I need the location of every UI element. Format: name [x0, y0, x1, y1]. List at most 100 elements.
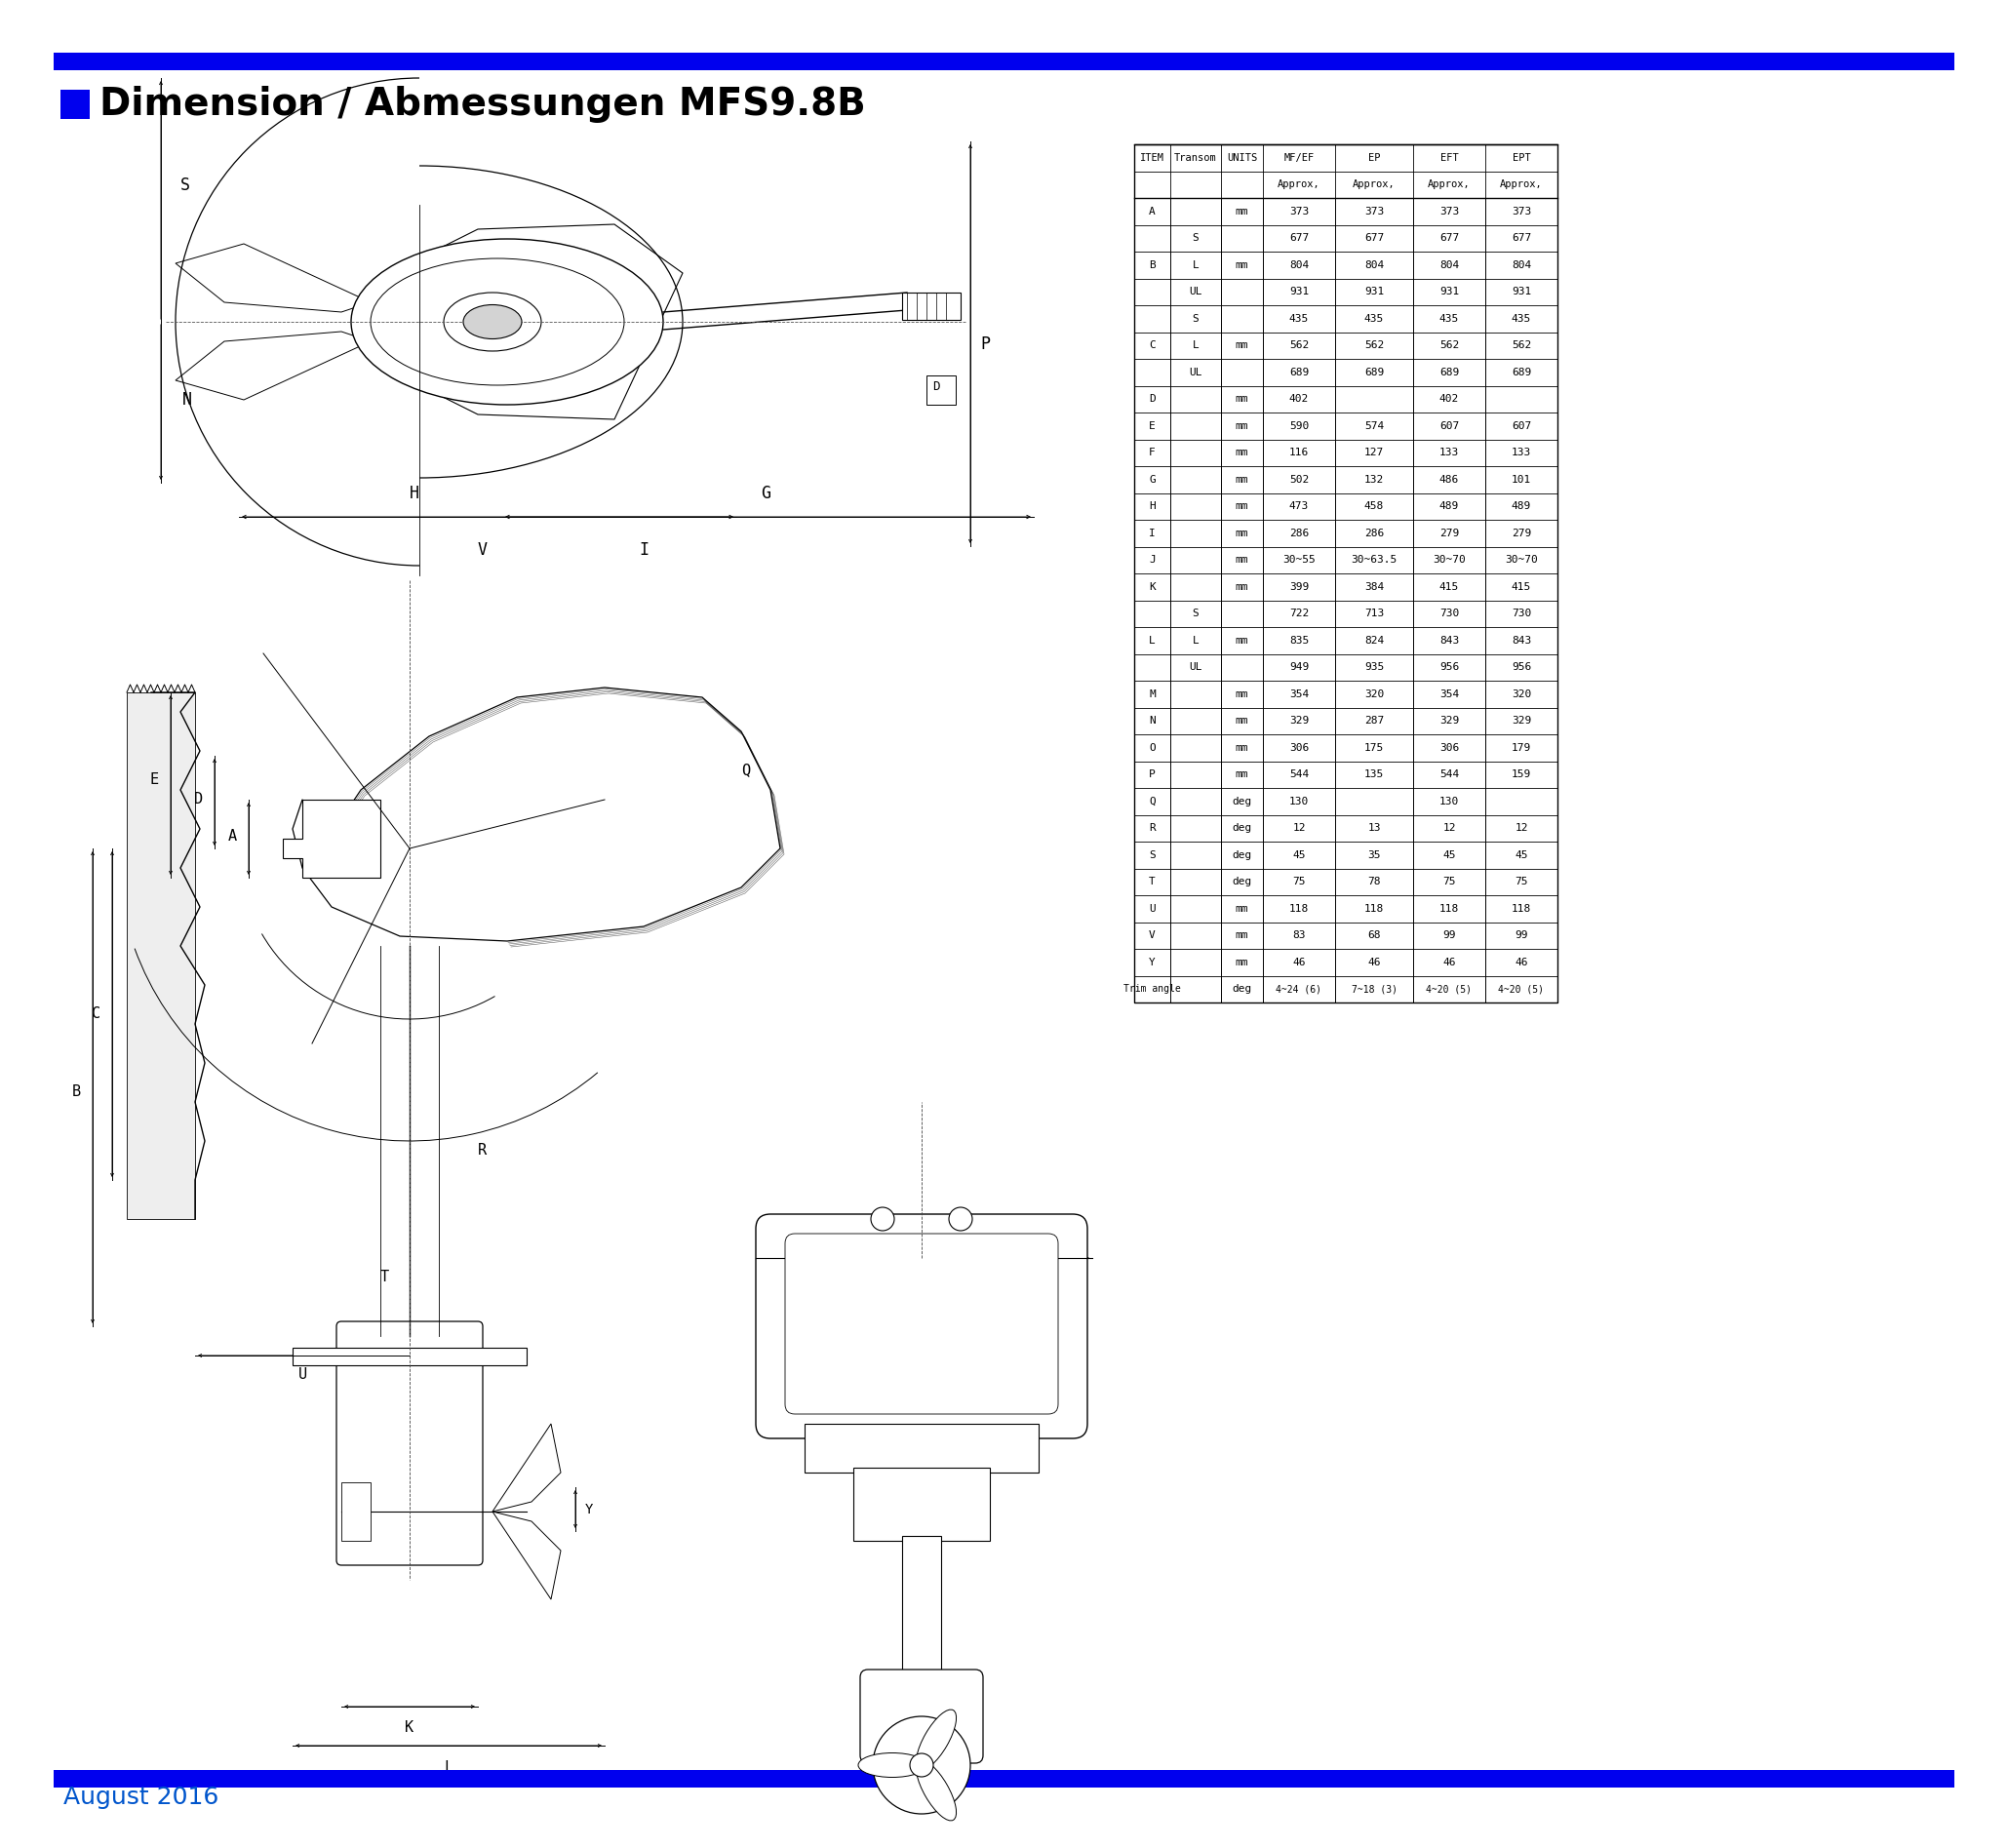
Text: 127: 127	[1363, 447, 1384, 458]
Text: 46: 46	[1367, 957, 1382, 967]
Text: 306: 306	[1289, 743, 1309, 752]
Text: 544: 544	[1289, 769, 1309, 780]
Text: A: A	[229, 830, 237, 845]
Text: 99: 99	[1442, 931, 1456, 941]
Text: 4~24 (6): 4~24 (6)	[1277, 985, 1321, 994]
Text: 804: 804	[1289, 261, 1309, 270]
Text: 287: 287	[1363, 715, 1384, 726]
Text: 306: 306	[1440, 743, 1460, 752]
Ellipse shape	[371, 259, 624, 384]
Text: mm: mm	[1235, 904, 1249, 913]
Text: O: O	[1149, 743, 1155, 752]
Bar	[926, 375, 956, 405]
Text: 99: 99	[1514, 931, 1528, 941]
Text: 824: 824	[1363, 636, 1384, 645]
Text: deg: deg	[1233, 878, 1251, 887]
Bar	[1135, 144, 1558, 1002]
Text: 931: 931	[1363, 286, 1384, 298]
Text: mm: mm	[1235, 207, 1249, 216]
Text: K: K	[406, 1720, 414, 1735]
Text: 45: 45	[1514, 850, 1528, 859]
Text: Transom: Transom	[1175, 153, 1217, 163]
Text: 562: 562	[1440, 340, 1460, 351]
Polygon shape	[283, 800, 380, 878]
Text: U: U	[1149, 904, 1155, 913]
Text: mm: mm	[1235, 501, 1249, 512]
Text: deg: deg	[1233, 985, 1251, 994]
Text: 689: 689	[1512, 368, 1532, 377]
Bar	[902, 1536, 942, 1687]
Text: 4~20 (5): 4~20 (5)	[1498, 985, 1544, 994]
Text: J: J	[1149, 554, 1155, 565]
Text: mm: mm	[1235, 529, 1249, 538]
Text: P: P	[1149, 769, 1155, 780]
Text: 489: 489	[1440, 501, 1460, 512]
Text: 562: 562	[1512, 340, 1532, 351]
Text: 435: 435	[1289, 314, 1309, 323]
Polygon shape	[175, 331, 371, 399]
Text: D: D	[932, 381, 940, 394]
Text: K: K	[1149, 582, 1155, 591]
Text: 607: 607	[1440, 421, 1460, 431]
Text: 30~70: 30~70	[1504, 554, 1538, 565]
Text: UNITS: UNITS	[1227, 153, 1257, 163]
Text: 373: 373	[1363, 207, 1384, 216]
Text: A: A	[1149, 207, 1155, 216]
Text: Q: Q	[1149, 796, 1155, 806]
Text: L: L	[1193, 636, 1199, 645]
Text: 118: 118	[1289, 904, 1309, 913]
Text: D: D	[1149, 394, 1155, 405]
Text: mm: mm	[1235, 554, 1249, 565]
Text: 35: 35	[1367, 850, 1382, 859]
Text: L: L	[1193, 261, 1199, 270]
FancyBboxPatch shape	[785, 1234, 1058, 1414]
Text: L: L	[1193, 340, 1199, 351]
Polygon shape	[492, 1512, 560, 1599]
Text: 399: 399	[1289, 582, 1309, 591]
Text: R: R	[478, 1144, 486, 1159]
Text: 30~70: 30~70	[1434, 554, 1466, 565]
Text: deg: deg	[1233, 796, 1251, 806]
Text: 677: 677	[1363, 233, 1384, 244]
Text: I: I	[1149, 529, 1155, 538]
Text: 118: 118	[1363, 904, 1384, 913]
Text: 677: 677	[1289, 233, 1309, 244]
Text: S: S	[181, 177, 191, 194]
Text: 132: 132	[1363, 475, 1384, 484]
Text: 415: 415	[1440, 582, 1460, 591]
Text: mm: mm	[1235, 421, 1249, 431]
Bar	[1135, 144, 1558, 1002]
Text: 402: 402	[1440, 394, 1460, 405]
Text: 373: 373	[1440, 207, 1460, 216]
Text: mm: mm	[1235, 475, 1249, 484]
Text: S: S	[1193, 608, 1199, 619]
Text: S: S	[1193, 233, 1199, 244]
Text: E: E	[1149, 421, 1155, 431]
Text: UL: UL	[1189, 662, 1203, 673]
Text: 956: 956	[1512, 662, 1532, 673]
Text: 286: 286	[1363, 529, 1384, 538]
Text: 502: 502	[1289, 475, 1309, 484]
Text: 329: 329	[1289, 715, 1309, 726]
Text: 435: 435	[1440, 314, 1460, 323]
Text: 843: 843	[1512, 636, 1532, 645]
Text: 46: 46	[1442, 957, 1456, 967]
Text: 435: 435	[1363, 314, 1384, 323]
FancyBboxPatch shape	[337, 1321, 482, 1565]
Text: 931: 931	[1440, 286, 1460, 298]
Bar	[902, 292, 960, 320]
Text: 30~63.5: 30~63.5	[1351, 554, 1398, 565]
Bar	[60, 91, 90, 118]
Text: August 2016: August 2016	[64, 1785, 219, 1809]
Text: B: B	[72, 1085, 80, 1100]
Text: 804: 804	[1440, 261, 1460, 270]
Text: 562: 562	[1289, 340, 1309, 351]
Text: 935: 935	[1363, 662, 1384, 673]
Text: Y: Y	[584, 1502, 592, 1517]
Text: 46: 46	[1514, 957, 1528, 967]
Text: N: N	[183, 392, 193, 408]
Text: deg: deg	[1233, 850, 1251, 859]
Text: 835: 835	[1289, 636, 1309, 645]
Text: 179: 179	[1512, 743, 1532, 752]
Text: mm: mm	[1235, 931, 1249, 941]
